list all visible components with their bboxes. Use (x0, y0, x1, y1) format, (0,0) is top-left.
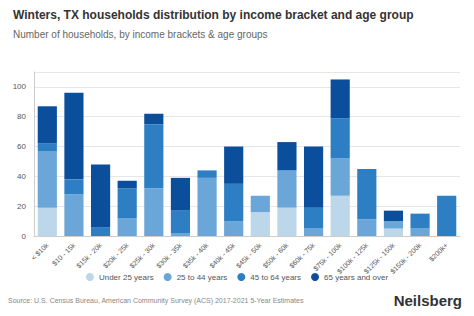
svg-text:Neilsberg: Neilsberg (394, 292, 462, 309)
svg-text:$50k - 60k: $50k - 60k (261, 241, 289, 269)
svg-text:$10 - 15k: $10 - 15k (51, 241, 77, 267)
svg-text:25 to 44 years: 25 to 44 years (177, 273, 228, 282)
svg-text:100: 100 (13, 82, 27, 91)
svg-text:$150k - 200k: $150k - 200k (389, 241, 423, 275)
svg-text:$60k - 75k: $60k - 75k (288, 241, 316, 269)
svg-text:Under 25 years: Under 25 years (99, 273, 154, 282)
svg-text:$25k - 30k: $25k - 30k (128, 241, 156, 269)
svg-text:$45k - 50k: $45k - 50k (235, 241, 263, 269)
svg-text:$40k - 45k: $40k - 45k (208, 241, 236, 269)
svg-text:Winters, TX households distrib: Winters, TX households distribution by i… (13, 8, 414, 22)
svg-text:$200k+: $200k+ (428, 242, 449, 263)
svg-text:$35k - 40k: $35k - 40k (182, 241, 210, 269)
svg-text:60: 60 (17, 142, 26, 151)
svg-text:80: 80 (17, 112, 26, 121)
svg-text:$15k - 20k: $15k - 20k (75, 241, 103, 269)
svg-text:Number of households, by incom: Number of households, by income brackets… (13, 29, 268, 40)
svg-text:$20k - 25k: $20k - 25k (102, 241, 130, 269)
svg-text:$100k - 125k: $100k - 125k (335, 241, 370, 275)
svg-text:45 to 64 years: 45 to 64 years (250, 273, 301, 282)
svg-text:Source: U.S. Census Bureau, Am: Source: U.S. Census Bureau, American Com… (8, 297, 304, 305)
svg-text:$75k - 100k: $75k - 100k (311, 241, 343, 273)
svg-text:20: 20 (17, 202, 26, 211)
svg-text:$125k - 150k: $125k - 150k (362, 241, 396, 275)
svg-text:40: 40 (17, 172, 26, 181)
svg-text:65 years and over: 65 years and over (324, 273, 388, 282)
svg-text:< $10k: < $10k (30, 241, 50, 261)
svg-text:$30k - 35k: $30k - 35k (155, 241, 183, 269)
svg-text:0: 0 (22, 232, 27, 241)
